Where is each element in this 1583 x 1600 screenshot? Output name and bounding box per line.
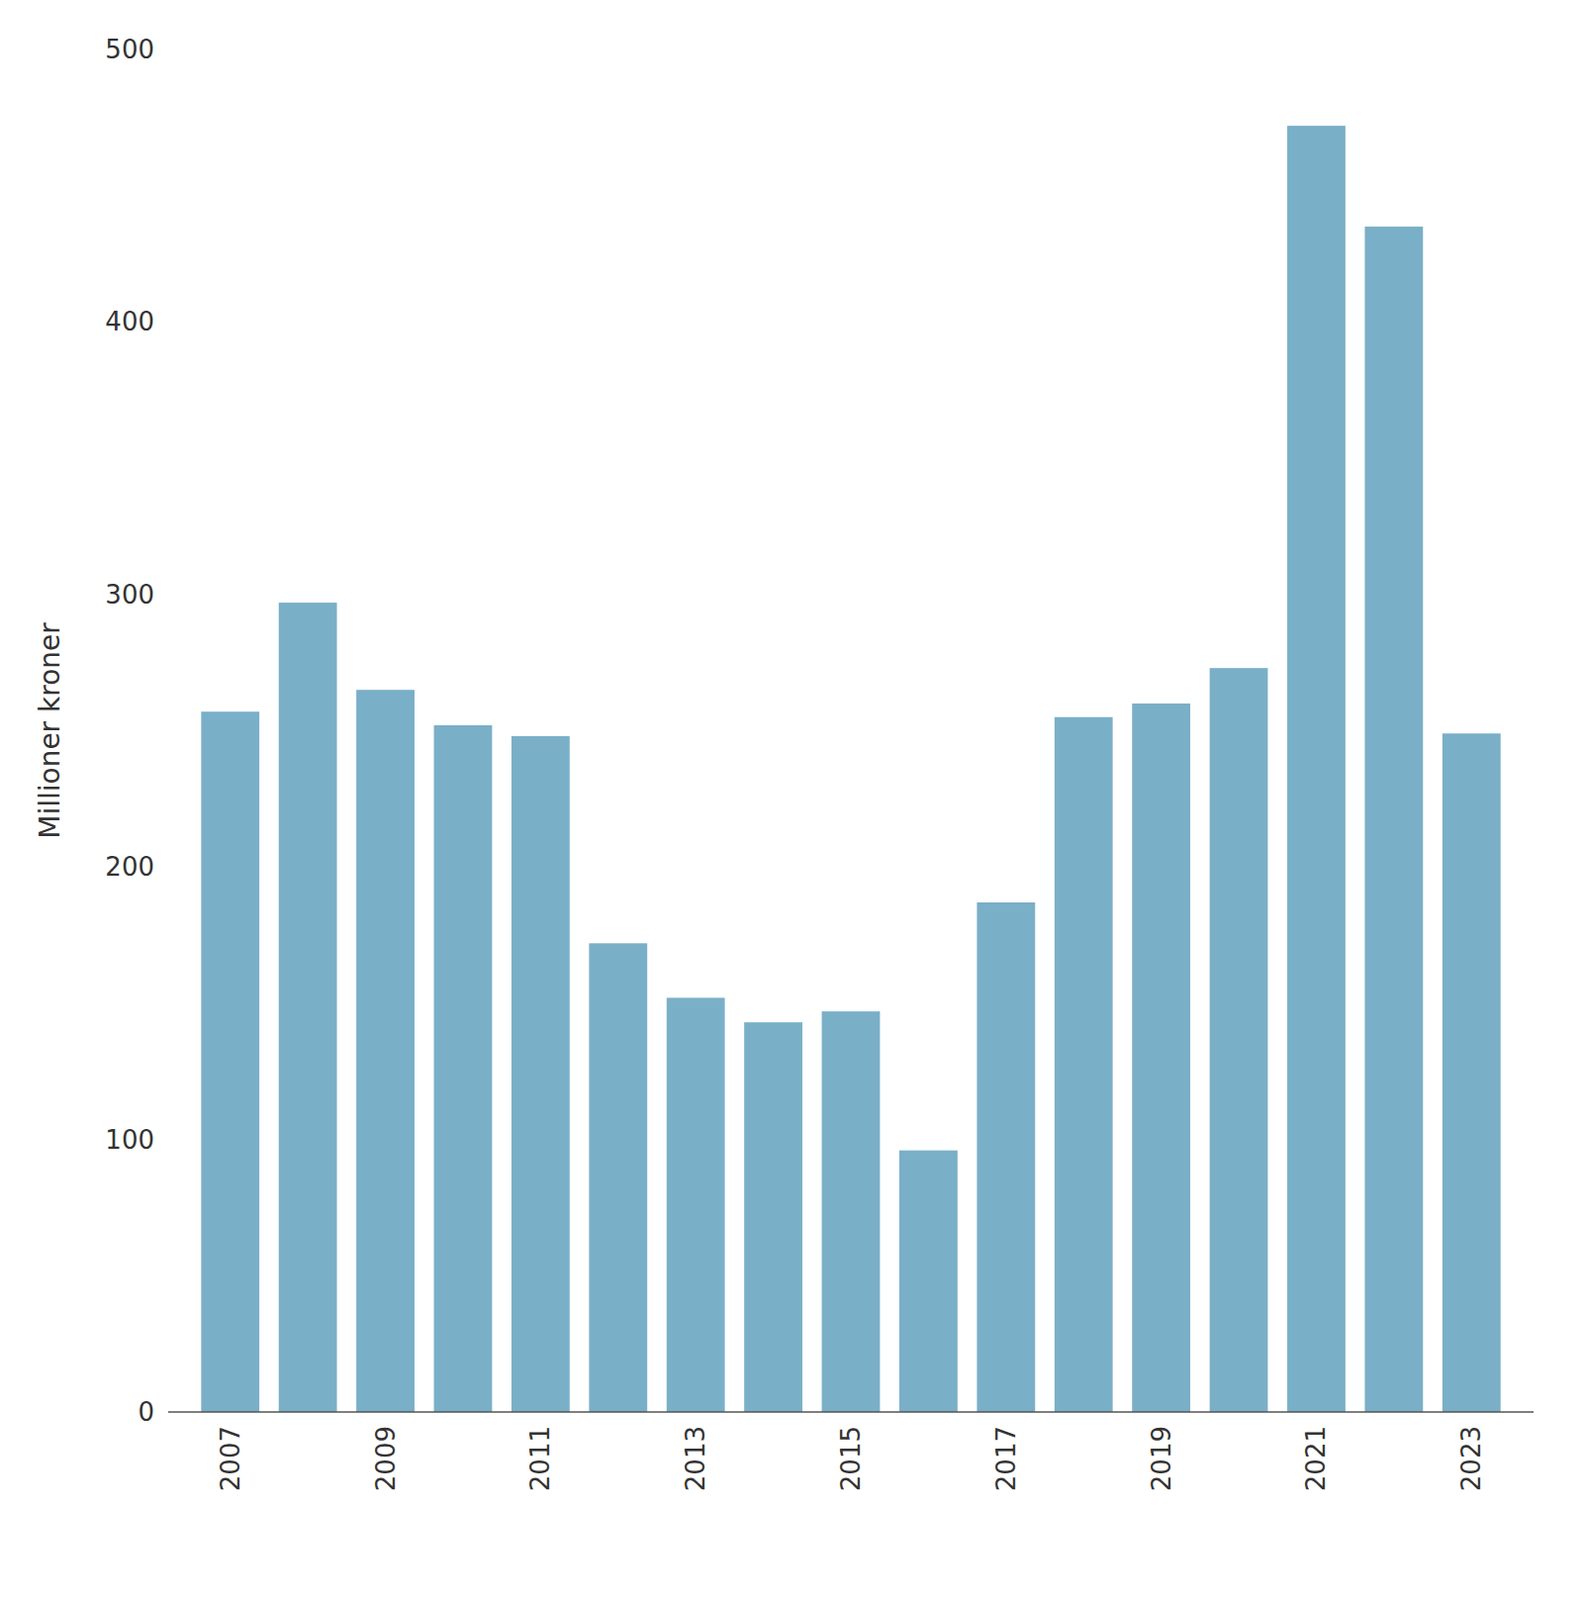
bar <box>588 942 648 1412</box>
y-tick-label: 200 <box>104 851 155 882</box>
chart-container: 2007 2009 2011 2013 2015 2017 2019 2021 2023 0 100… <box>0 0 1583 1600</box>
bar <box>356 689 415 1412</box>
x-tick-label: 2019 <box>1146 1425 1177 1491</box>
y-axis-label: Millioner kroner <box>33 622 67 839</box>
bar <box>1287 125 1346 1412</box>
bar <box>1364 226 1423 1412</box>
y-tick-label: 500 <box>104 34 155 65</box>
x-axis: 2007 2009 2011 2013 2015 2017 2019 2021 2023 <box>168 1411 1534 1491</box>
x-tick-label: 2023 <box>1456 1425 1487 1491</box>
x-tick-label: 2009 <box>371 1425 401 1491</box>
bar <box>744 1022 803 1412</box>
bar <box>1131 703 1191 1412</box>
bar <box>1210 667 1269 1412</box>
bar <box>822 1011 881 1412</box>
y-tick-label: 100 <box>104 1124 155 1155</box>
bar <box>1054 717 1114 1412</box>
x-tick-label: 2007 <box>215 1425 246 1491</box>
bar <box>666 997 726 1412</box>
y-tick-label: 300 <box>104 579 155 610</box>
bars <box>200 125 1500 1412</box>
bar <box>1442 733 1501 1412</box>
x-axis-line <box>168 1410 1534 1413</box>
x-tick-label: 2011 <box>525 1425 556 1491</box>
bar <box>434 725 493 1412</box>
x-tick-label: 2017 <box>991 1425 1022 1491</box>
chart-svg: 2007 2009 2011 2013 2015 2017 2019 2021 2023 0 100… <box>0 0 1583 1600</box>
x-tick-label: 2021 <box>1301 1425 1331 1491</box>
bar <box>279 602 338 1412</box>
y-tick-label: 0 <box>137 1396 155 1427</box>
bar <box>899 1150 958 1412</box>
y-tick-label: 400 <box>104 306 155 337</box>
page: {"chart_data": {"type": "bar", "ylabel":… <box>0 0 1583 1600</box>
bar <box>976 902 1035 1412</box>
bar <box>511 736 570 1412</box>
x-tick-label: 2015 <box>836 1425 866 1491</box>
y-axis: 0 100 200 300 400 500 <box>104 34 155 1427</box>
x-tick-label: 2013 <box>680 1425 711 1491</box>
bar <box>200 711 260 1412</box>
